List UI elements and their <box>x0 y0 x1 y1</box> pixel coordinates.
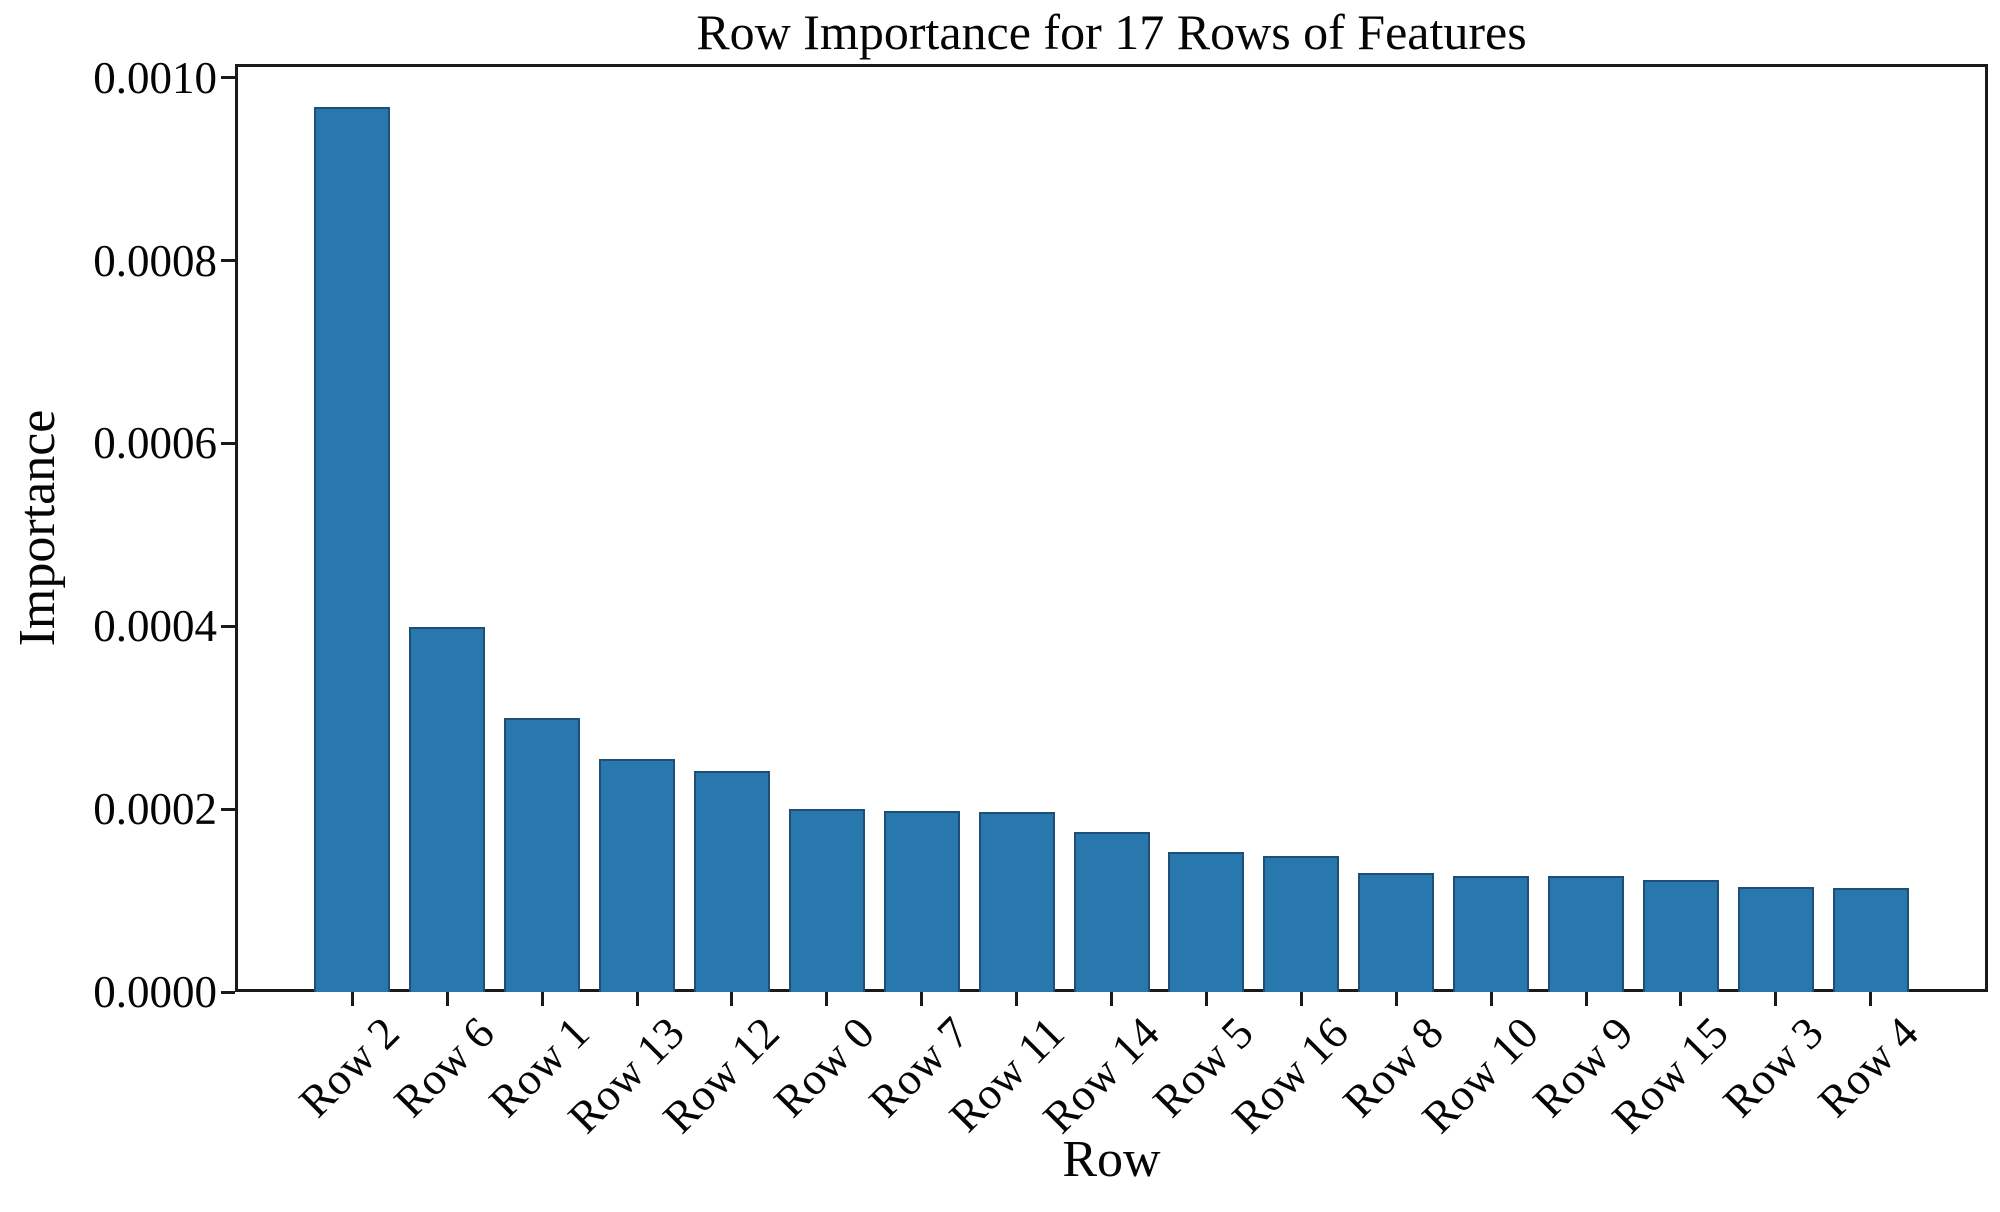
x-tick-mark <box>350 992 354 1006</box>
x-tick-mark <box>1584 992 1588 1006</box>
y-tick-label: 0.0008 <box>93 235 217 286</box>
y-tick-mark <box>221 807 235 811</box>
x-tick-mark <box>825 992 829 1006</box>
y-tick-label: 0.0000 <box>93 967 217 1017</box>
y-tick-mark <box>221 990 235 994</box>
bar-row-14 <box>1073 832 1150 992</box>
x-tick-mark <box>540 992 544 1006</box>
bar-row-1 <box>504 717 581 992</box>
bar-row-0 <box>788 809 865 992</box>
bar-row-6 <box>409 627 486 992</box>
x-axis-label: Row <box>1062 1131 1161 1188</box>
bar-row-5 <box>1168 852 1245 992</box>
x-tick-mark <box>1679 992 1683 1006</box>
bar-row-8 <box>1358 873 1435 992</box>
y-tick-mark <box>221 76 235 80</box>
y-tick-mark <box>221 624 235 628</box>
bar-row-16 <box>1263 855 1340 992</box>
x-tick-mark <box>1394 992 1398 1006</box>
y-tick-label: 0.0002 <box>93 784 217 835</box>
bar-row-2 <box>314 106 391 992</box>
bar-row-12 <box>693 770 770 992</box>
chart-title: Row Importance for 17 Rows of Features <box>696 4 1527 60</box>
x-tick-mark <box>1299 992 1303 1006</box>
bar-row-4 <box>1832 887 1909 992</box>
x-tick-mark <box>635 992 639 1006</box>
x-tick-mark <box>1869 992 1873 1006</box>
y-tick-mark <box>221 441 235 445</box>
y-tick-label: 0.0006 <box>93 418 217 469</box>
bar-row-3 <box>1737 886 1814 992</box>
bar-row-9 <box>1548 875 1624 992</box>
y-axis-label: Importance <box>9 409 66 647</box>
bar-row-7 <box>883 810 960 992</box>
y-tick-label: 0.0004 <box>93 601 217 652</box>
x-tick-mark <box>445 992 449 1006</box>
bar-row-10 <box>1453 875 1530 992</box>
bar-row-15 <box>1642 879 1719 992</box>
x-tick-mark <box>1110 992 1113 1006</box>
x-tick-mark <box>1204 992 1208 1006</box>
bar-row-11 <box>978 811 1055 992</box>
x-tick-mark <box>920 992 924 1006</box>
x-tick-mark <box>1489 992 1493 1006</box>
y-tick-label: 0.0010 <box>93 52 217 103</box>
bar-row-13 <box>599 758 675 992</box>
y-tick-mark <box>221 259 235 263</box>
x-tick-mark <box>1774 992 1778 1006</box>
x-tick-mark <box>730 992 734 1006</box>
x-tick-mark <box>1015 992 1019 1006</box>
